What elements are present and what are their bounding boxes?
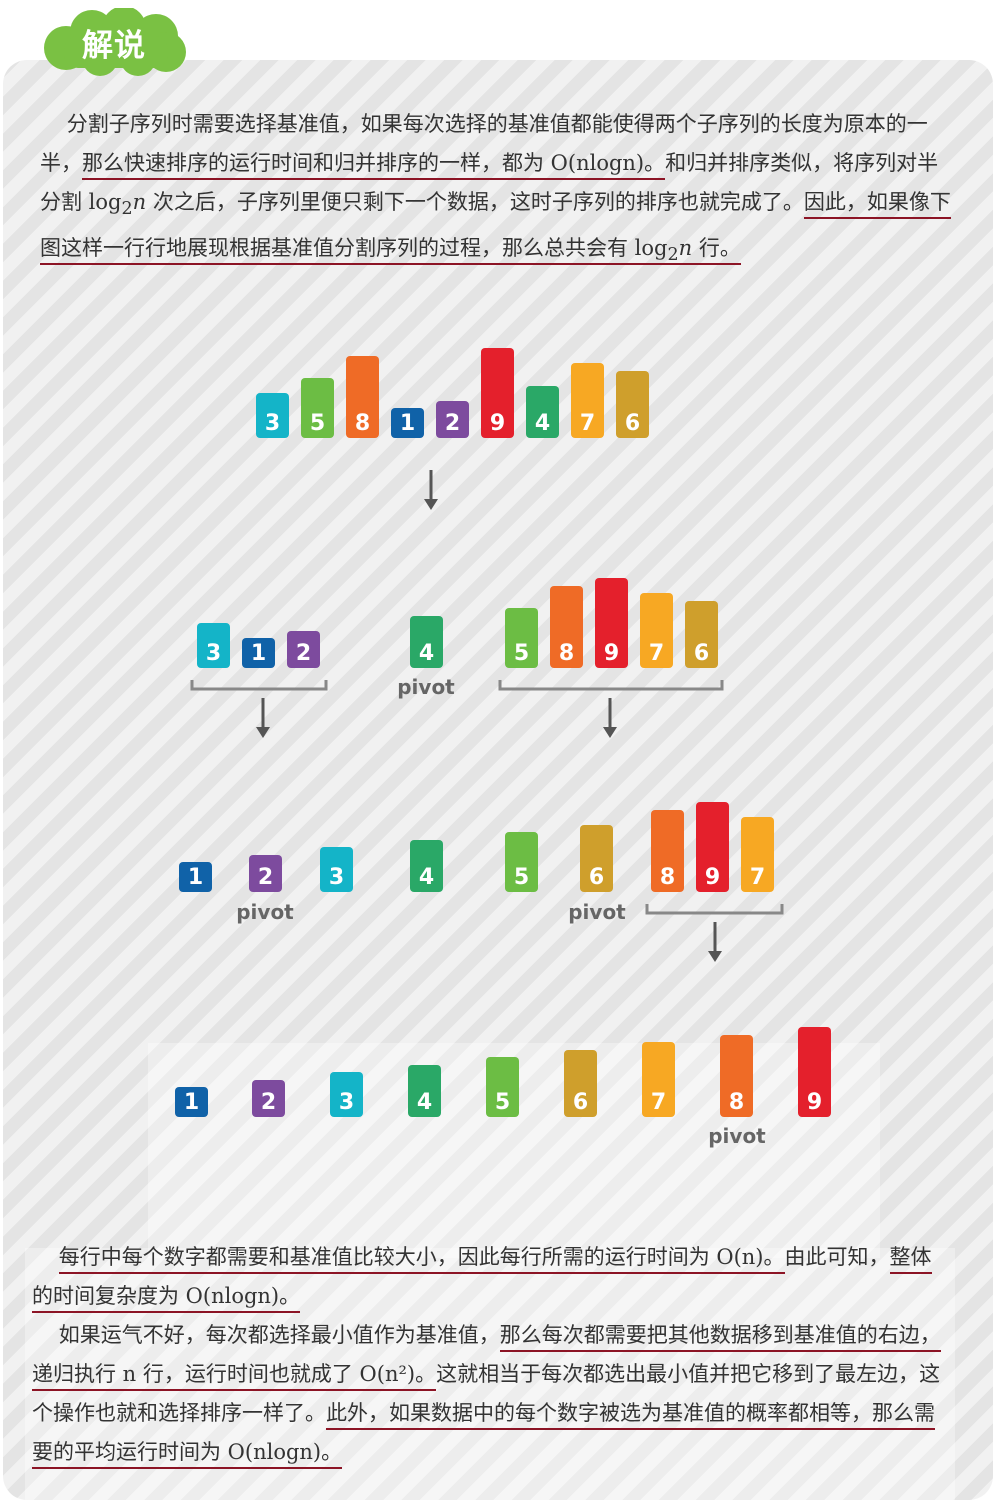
text-span: 这就相当于每次都选出最小值并把它移到了最左边，这个操作也就和选择排序一样了。 bbox=[32, 1362, 941, 1425]
number-bar-7: 7 bbox=[741, 817, 774, 892]
text-span: 行。 bbox=[692, 236, 741, 261]
number-bar-1: 1 bbox=[391, 408, 424, 438]
group-bracket bbox=[645, 904, 784, 915]
number-bar-8: 8 bbox=[550, 585, 583, 668]
number-bar-7: 7 bbox=[642, 1042, 675, 1117]
number-bar-2: 2 bbox=[287, 630, 320, 668]
number-bar-2: 2 bbox=[252, 1079, 285, 1117]
underlined-text: 那么快速排序的运行时间和归并排序的一样，都为 O(nlogn)。 bbox=[82, 151, 666, 180]
number-bar-6: 6 bbox=[580, 824, 613, 892]
paragraph-2: 每行中每个数字都需要和基准值比较大小，因此每行所需的运行时间为 O(n)。由此可… bbox=[32, 1238, 950, 1316]
number-bar-8: 8 bbox=[651, 809, 684, 892]
down-arrow-icon bbox=[708, 922, 722, 962]
number-bar-3: 3 bbox=[320, 847, 353, 892]
number-bar-3: 3 bbox=[256, 393, 289, 438]
section-title: 解说 bbox=[82, 28, 146, 64]
number-bar-2: 2 bbox=[249, 854, 282, 892]
cloud-icon bbox=[44, 8, 186, 76]
text-span: 因此，如果像下图这样一行行地展现根据基准值分割序列的过程，那么总共会有 log bbox=[40, 190, 951, 261]
group-bracket bbox=[190, 680, 328, 691]
number-bar-1: 1 bbox=[179, 862, 212, 892]
subscript: 2 bbox=[667, 245, 679, 266]
underlined-text: 每行中每个数字都需要和基准值比较大小，因此每行所需的运行时间为 O(n)。 bbox=[58, 1245, 785, 1274]
number-bar-4: 4 bbox=[410, 615, 443, 668]
number-bar-3: 3 bbox=[197, 623, 230, 668]
number-bar-1: 1 bbox=[175, 1087, 208, 1117]
pivot-label: pivot bbox=[236, 900, 294, 924]
down-arrow-icon bbox=[256, 698, 270, 738]
number-bar-7: 7 bbox=[571, 363, 604, 438]
down-arrow-icon bbox=[424, 470, 438, 510]
explanation-panel bbox=[3, 60, 993, 1500]
paragraph-1: 分割子序列时需要选择基准值，如果每次选择的基准值都能使得两个子序列的长度为原本的… bbox=[40, 105, 958, 275]
number-bar-9: 9 bbox=[696, 802, 729, 892]
group-bracket bbox=[498, 680, 724, 691]
number-bar-8: 8 bbox=[720, 1034, 753, 1117]
number-bar-5: 5 bbox=[486, 1057, 519, 1117]
underlined-text: 此外，如果数据中的每个数字被选为基准值的概率都相等，那么需要的平均运行时间为 O… bbox=[32, 1401, 935, 1469]
number-bar-6: 6 bbox=[616, 370, 649, 438]
underlined-text: 整体的时间复杂度为 O(nlogn)。 bbox=[32, 1245, 932, 1313]
background-band bbox=[25, 1248, 955, 1500]
number-bar-4: 4 bbox=[410, 839, 443, 892]
text-span: 由此可知， bbox=[784, 1245, 890, 1269]
number-bar-1: 1 bbox=[242, 638, 275, 668]
number-bar-9: 9 bbox=[798, 1027, 831, 1117]
number-bar-5: 5 bbox=[301, 378, 334, 438]
number-bar-8: 8 bbox=[346, 355, 379, 438]
number-bar-5: 5 bbox=[505, 608, 538, 668]
number-bar-2: 2 bbox=[436, 400, 469, 438]
pivot-label: pivot bbox=[568, 900, 626, 924]
number-bar-6: 6 bbox=[685, 600, 718, 668]
section-badge: 解说 bbox=[40, 8, 188, 78]
pivot-label: pivot bbox=[708, 1124, 766, 1148]
text-span: 分割子序列时需要选择基准值，如果每次选择的基准值都能使得两个子序列的长度为原本的… bbox=[40, 112, 928, 175]
math-variable: n bbox=[678, 236, 693, 261]
text-span: 和归并排序类似，将序列对半分割 log bbox=[40, 151, 939, 214]
number-bar-4: 4 bbox=[526, 385, 559, 438]
underlined-text: 因此，如果像下图这样一行行地展现根据基准值分割序列的过程，那么总共会有 log2… bbox=[40, 190, 951, 265]
number-bar-6: 6 bbox=[564, 1049, 597, 1117]
number-bar-9: 9 bbox=[481, 348, 514, 438]
text-span: 次之后，子序列里便只剩下一个数据，这时子序列的排序也就完成了。 bbox=[146, 190, 804, 214]
number-bar-9: 9 bbox=[595, 578, 628, 668]
math-variable: n bbox=[132, 190, 147, 214]
text-span: 如果运气不好，每次都选择最小值作为基准值， bbox=[58, 1323, 500, 1347]
number-bar-5: 5 bbox=[505, 832, 538, 892]
paragraph-3: 如果运气不好，每次都选择最小值作为基准值，那么每次都需要把其他数据移到基准值的右… bbox=[32, 1316, 950, 1472]
underlined-text: 那么每次都需要把其他数据移到基准值的右边，递归执行 n 行，运行时间也就成了 O… bbox=[32, 1323, 941, 1391]
subscript: 2 bbox=[121, 199, 133, 220]
number-bar-7: 7 bbox=[640, 593, 673, 668]
number-bar-4: 4 bbox=[408, 1064, 441, 1117]
down-arrow-icon bbox=[603, 698, 617, 738]
number-bar-3: 3 bbox=[330, 1072, 363, 1117]
pivot-label: pivot bbox=[397, 675, 455, 699]
